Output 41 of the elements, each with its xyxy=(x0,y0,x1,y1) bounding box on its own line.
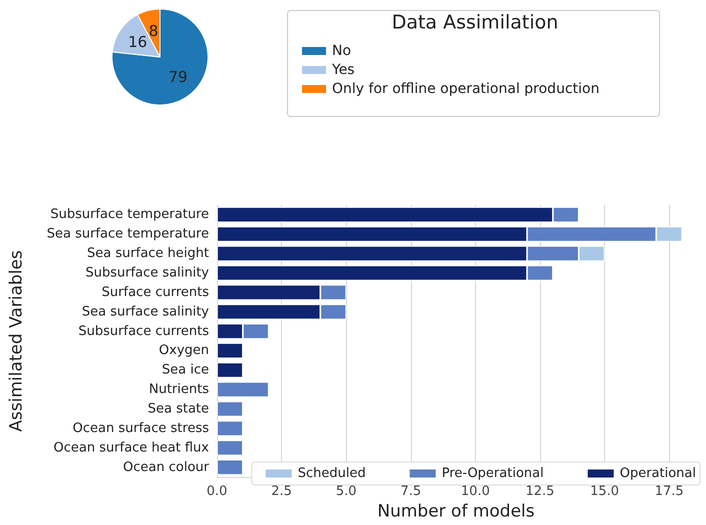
bar xyxy=(217,440,243,456)
y-tick-label: Surface currents xyxy=(102,284,210,300)
y-tick-label: Subsurface salinity xyxy=(85,266,210,280)
x-tick-label: 0.0 xyxy=(206,484,228,499)
y-tick-label: Nutrients xyxy=(148,382,210,398)
data-label: 16 xyxy=(128,32,148,51)
y-tick-label: Sea surface temperature xyxy=(46,226,209,242)
y-tick-label: Sea ice xyxy=(162,362,209,378)
data-label: 8 xyxy=(148,22,158,40)
legend-label: Pre-Operational xyxy=(442,466,544,481)
bar xyxy=(217,460,243,475)
y-tick-label: Sea state xyxy=(148,402,209,416)
x-tick-label: 7.5 xyxy=(400,484,422,499)
data-label: 79 xyxy=(168,68,188,86)
x-tick-label: 2.5 xyxy=(271,484,292,499)
x-axis-title: Number of models xyxy=(377,502,535,522)
bar xyxy=(217,401,243,417)
x-tick-label: 17.5 xyxy=(654,484,684,499)
y-tick-label: Sea surface salinity xyxy=(82,304,210,320)
x-tick-label: 12.5 xyxy=(525,484,554,499)
y-axis-title: Assimilated Variables xyxy=(6,250,26,432)
legend-label: Yes xyxy=(331,62,355,78)
x-tick-label: 5.0 xyxy=(336,484,357,499)
y-tick-label: Oxygen xyxy=(158,343,209,358)
bar xyxy=(217,420,243,436)
y-tick-label: Ocean surface heat flux xyxy=(54,440,210,456)
legend-label: No xyxy=(332,43,352,59)
x-tick-label: 15.0 xyxy=(590,484,620,499)
y-tick-label: Ocean surface stress xyxy=(72,420,210,436)
y-tick-label: Sea surface height xyxy=(87,246,209,262)
legend-title: Data Assimilation xyxy=(392,12,558,34)
bar xyxy=(217,343,243,358)
legend-label: Operational xyxy=(620,466,696,481)
x-tick-label: 10.0 xyxy=(460,484,490,499)
legend-label: Scheduled xyxy=(298,466,366,481)
bar xyxy=(217,362,243,378)
y-tick-label: Subsurface temperature xyxy=(50,207,209,222)
y-tick-label: Subsurface currents xyxy=(78,324,210,339)
legend-label: Only for offline operational production xyxy=(332,81,600,97)
bar xyxy=(217,382,269,398)
y-tick-label: Ocean colour xyxy=(123,460,210,475)
